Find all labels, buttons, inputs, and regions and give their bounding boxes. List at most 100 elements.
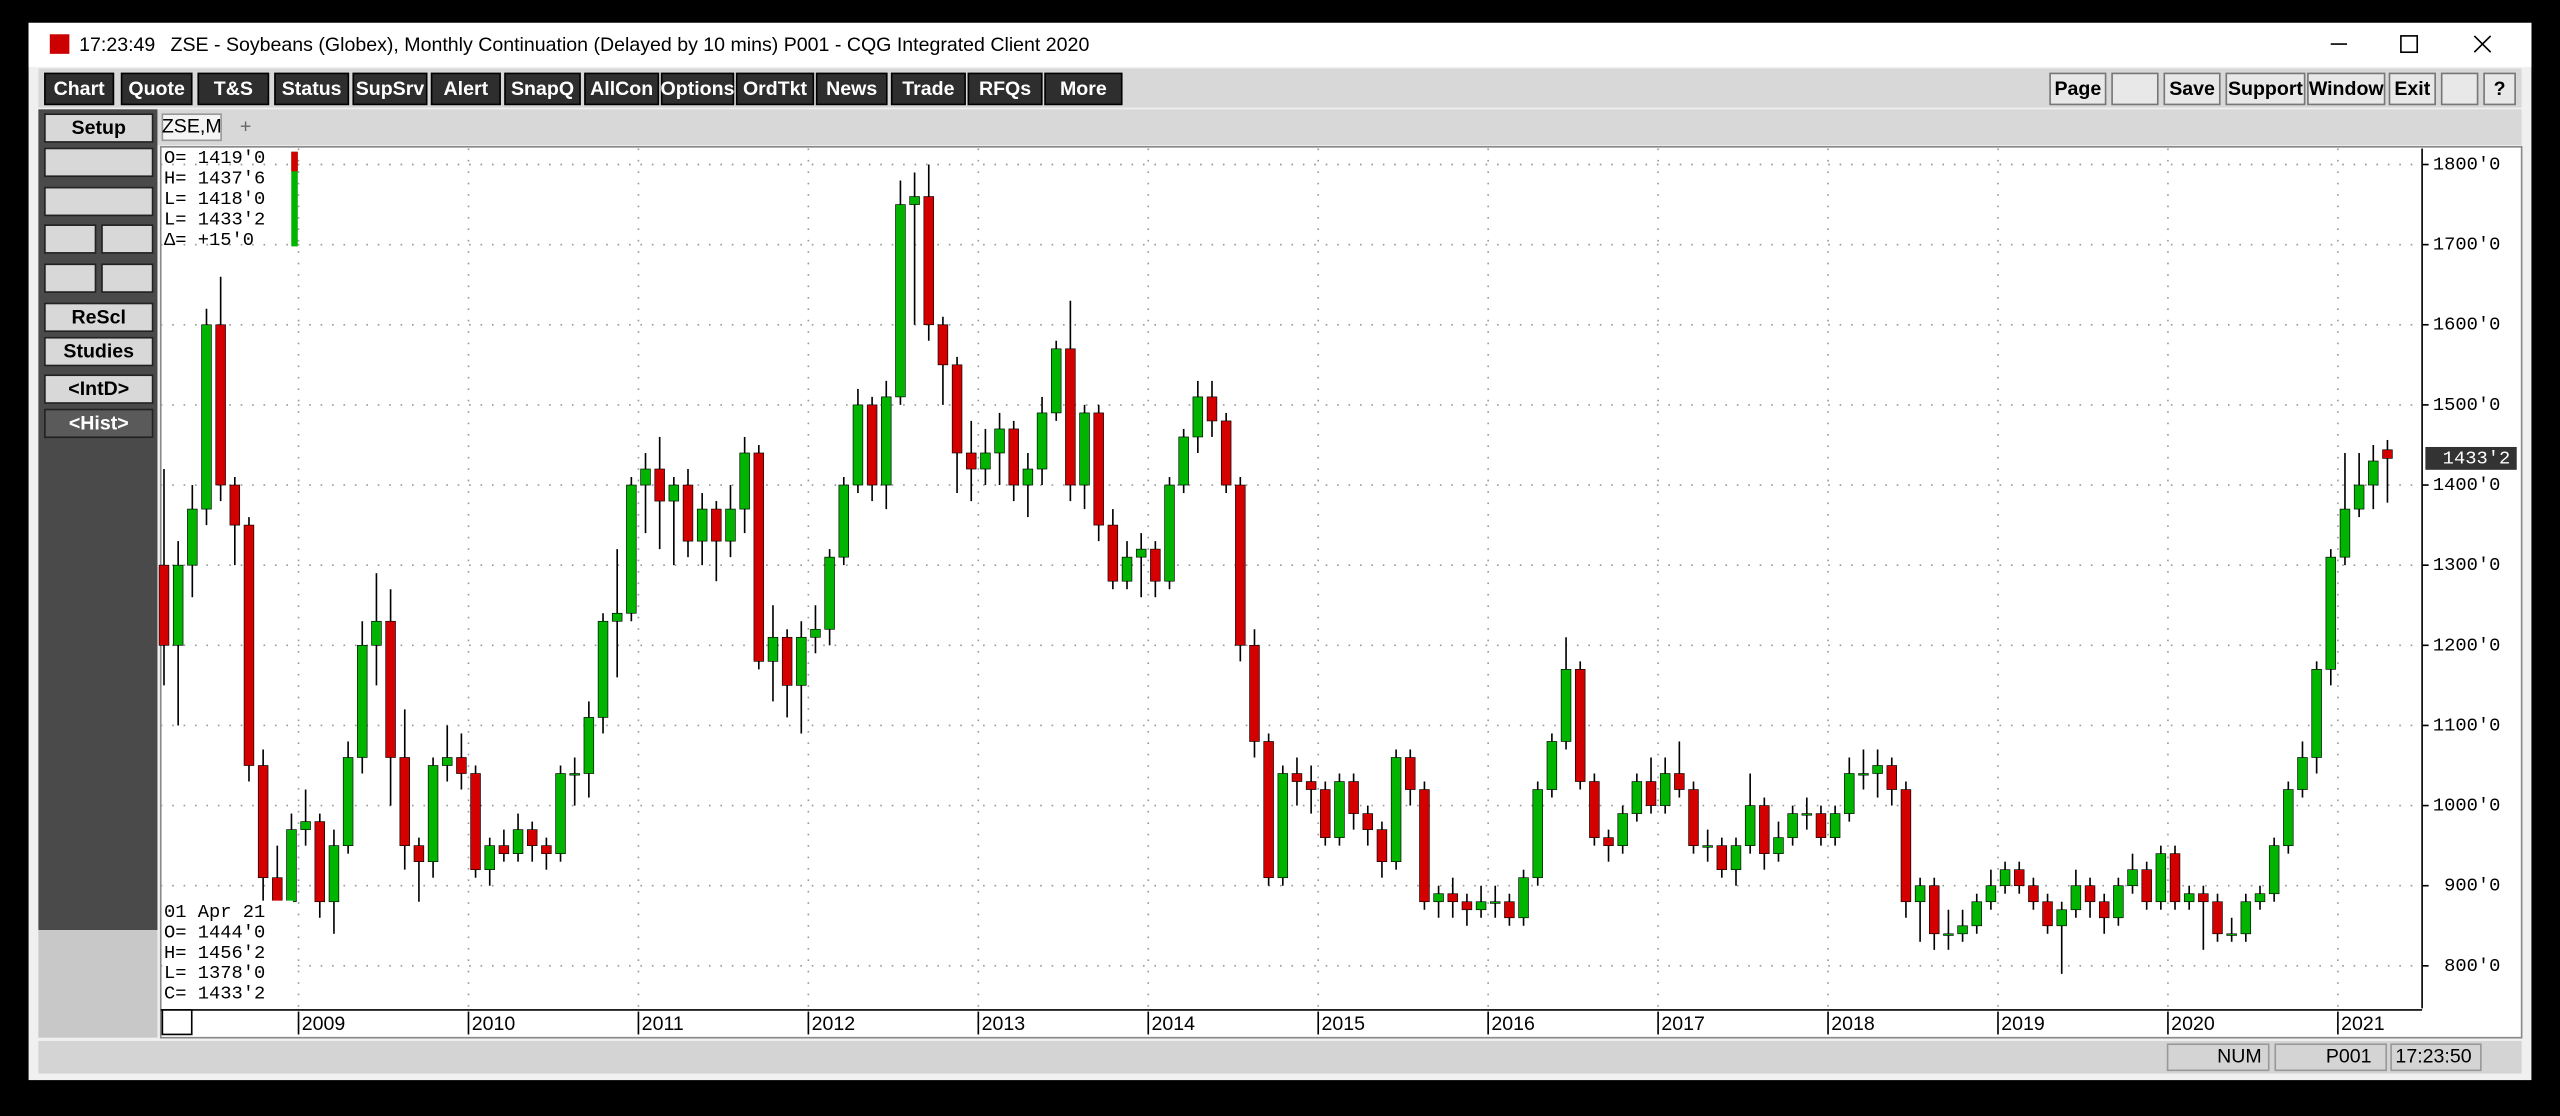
candle-body xyxy=(1320,789,1331,838)
status-label: P001 xyxy=(2326,1045,2372,1067)
last-price-label: 1433'2 xyxy=(2443,447,2511,469)
candle-body xyxy=(1617,813,1628,846)
candle-body xyxy=(1093,412,1104,526)
window-time: 17:23:49 xyxy=(79,34,155,56)
toolbar-button[interactable] xyxy=(2388,72,2436,106)
toolbar-button[interactable] xyxy=(274,72,350,106)
candle-body xyxy=(2070,885,2082,911)
candle-body xyxy=(2084,885,2096,903)
toolbar-button[interactable] xyxy=(430,72,501,106)
candle-body xyxy=(682,484,694,542)
tab-label: ZSE,M xyxy=(162,115,222,137)
candle-body xyxy=(2283,789,2294,846)
side-icon-button[interactable] xyxy=(101,224,154,254)
y-tick-label: 1600'0 xyxy=(2433,314,2501,336)
toolbar-button[interactable] xyxy=(504,72,581,106)
candle-body xyxy=(286,829,297,903)
toolbar-button[interactable] xyxy=(1044,72,1123,106)
app-icon xyxy=(49,34,70,54)
side-icon-button[interactable] xyxy=(44,263,97,293)
candle-body xyxy=(1815,813,1827,838)
side-button[interactable] xyxy=(44,302,154,333)
toolbar-button[interactable] xyxy=(2483,72,2516,106)
candle-body xyxy=(2254,893,2266,903)
toolbar-button[interactable] xyxy=(120,72,193,106)
side-icon-button[interactable] xyxy=(44,186,154,217)
candle-body xyxy=(810,628,821,638)
maximize[interactable] xyxy=(2400,35,2419,54)
candle-body xyxy=(2353,484,2365,510)
candle-body xyxy=(2297,757,2308,790)
candle-body xyxy=(1971,901,1982,927)
y-tick-label: 900'0 xyxy=(2444,875,2500,897)
candle-body xyxy=(1773,837,1784,854)
quote-line: O= 1419'0 xyxy=(164,147,265,169)
candle-body xyxy=(1263,741,1274,879)
candle-body xyxy=(1929,885,1940,935)
candle-body xyxy=(1716,845,1728,871)
toolbar-button[interactable] xyxy=(890,72,966,106)
candle-body xyxy=(1390,757,1402,862)
toolbar-button[interactable] xyxy=(584,72,660,106)
candle-body xyxy=(1744,805,1756,846)
candle-body xyxy=(1277,773,1289,879)
side-button[interactable] xyxy=(44,374,154,404)
candle-body xyxy=(2141,869,2152,903)
candle-body xyxy=(2169,853,2181,903)
toolbar-label: T&S xyxy=(214,78,253,100)
toolbar-button[interactable] xyxy=(2049,72,2107,106)
candle-body xyxy=(838,484,850,558)
toolbar-button[interactable] xyxy=(2163,72,2221,106)
candle-body xyxy=(243,524,255,766)
candle-body xyxy=(583,717,595,774)
toolbar-button[interactable] xyxy=(352,72,428,106)
side-button[interactable] xyxy=(44,336,154,367)
scroll-thumb[interactable] xyxy=(161,1009,193,1036)
candle-body xyxy=(1532,789,1543,879)
toolbar-icon-button[interactable] xyxy=(2440,72,2479,106)
candle-body xyxy=(2042,901,2053,927)
y-tick-label: 1800'0 xyxy=(2433,153,2501,175)
side-icon-button[interactable] xyxy=(44,224,97,254)
toolbar-button[interactable] xyxy=(735,72,815,106)
toolbar-icon-button[interactable] xyxy=(2111,72,2159,106)
toolbar-button[interactable] xyxy=(660,72,735,106)
toolbar-label: AllCon xyxy=(590,78,653,100)
bar-line: O= 1444'0 xyxy=(164,921,265,943)
y-tick-label: 1500'0 xyxy=(2433,394,2501,416)
candle-body xyxy=(1419,789,1430,903)
toolbar-label: SupSrv xyxy=(356,78,425,100)
candle-body xyxy=(1730,845,1742,871)
candle-body xyxy=(1518,877,1529,919)
toolbar-button[interactable] xyxy=(2307,72,2386,106)
candle-body xyxy=(923,196,934,326)
candle-body xyxy=(1645,781,1657,806)
side-icon-button[interactable] xyxy=(44,147,154,178)
toolbar-button[interactable] xyxy=(815,72,888,106)
side-icon-button[interactable] xyxy=(101,263,154,293)
candle-body xyxy=(442,757,453,766)
candle-body xyxy=(1150,548,1161,582)
candle-body xyxy=(229,484,241,526)
tab[interactable] xyxy=(161,113,222,142)
toolbar-button[interactable] xyxy=(967,72,1043,106)
x-tick-label: 2014 xyxy=(1152,1013,1196,1035)
toolbar-label: Support xyxy=(2228,78,2303,100)
close[interactable] xyxy=(2473,35,2492,53)
x-tick-label: 2020 xyxy=(2171,1013,2215,1035)
candle-body xyxy=(881,396,892,486)
side-button[interactable] xyxy=(44,408,154,439)
x-tick-label: 2010 xyxy=(472,1013,516,1035)
toolbar-button[interactable] xyxy=(44,72,115,106)
toolbar-button[interactable] xyxy=(2225,72,2306,106)
toolbar-label: Alert xyxy=(444,78,489,100)
side-panel-lower xyxy=(38,930,158,1038)
candle-body xyxy=(1490,901,1501,904)
toolbar-button[interactable] xyxy=(197,72,270,106)
candle-body xyxy=(484,845,495,871)
candle-body xyxy=(767,636,779,662)
candle-body xyxy=(626,484,637,614)
y-tick-label: 1200'0 xyxy=(2433,634,2501,656)
side-button[interactable] xyxy=(44,113,154,143)
candle-body xyxy=(1886,765,1897,790)
